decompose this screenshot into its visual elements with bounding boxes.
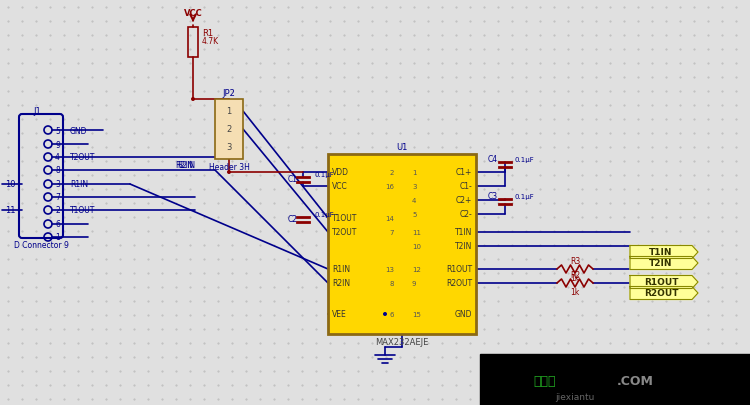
Text: 7: 7 (55, 193, 60, 202)
Text: VEE: VEE (332, 310, 346, 319)
Text: C3: C3 (488, 192, 498, 201)
Circle shape (383, 312, 387, 316)
Polygon shape (630, 276, 698, 289)
Text: R1IN: R1IN (70, 180, 88, 189)
Text: 3: 3 (55, 180, 60, 189)
Text: R2IN: R2IN (175, 161, 194, 170)
Text: 0.1μF: 0.1μF (315, 211, 334, 217)
Text: VCC: VCC (332, 182, 348, 191)
Text: C2+: C2+ (455, 196, 472, 205)
Text: T2IN: T2IN (650, 259, 673, 268)
Text: 2: 2 (226, 125, 232, 134)
Text: T1IN: T1IN (650, 248, 673, 257)
Text: jiexiantu: jiexiantu (555, 392, 595, 401)
Text: R3: R3 (570, 256, 580, 265)
Text: R2IN: R2IN (177, 161, 195, 170)
Text: R2OUT: R2OUT (446, 279, 472, 288)
Text: 12: 12 (412, 266, 421, 272)
Text: 1k: 1k (570, 274, 580, 283)
Text: 14: 14 (386, 215, 394, 222)
Polygon shape (630, 287, 698, 300)
Text: R2IN: R2IN (332, 279, 350, 288)
Text: T1OUT: T1OUT (70, 206, 95, 215)
Text: VCC: VCC (184, 9, 203, 17)
Text: 15: 15 (412, 311, 421, 317)
Polygon shape (480, 354, 750, 405)
Text: 1k: 1k (570, 288, 580, 297)
Text: 8: 8 (389, 280, 394, 286)
Text: 1: 1 (412, 170, 416, 175)
Text: R2OUT: R2OUT (644, 289, 678, 298)
Text: D Connector 9: D Connector 9 (13, 241, 68, 250)
Text: C2: C2 (288, 215, 298, 224)
Text: C1+: C1+ (455, 168, 472, 177)
Text: 捷线图: 捷线图 (534, 375, 556, 388)
Text: GND: GND (70, 126, 88, 135)
Text: T1IN: T1IN (454, 228, 472, 237)
Text: 4.7K: 4.7K (202, 37, 219, 47)
Text: U1: U1 (396, 142, 408, 151)
Text: 1: 1 (226, 107, 232, 116)
Text: 13: 13 (385, 266, 394, 272)
Text: 5: 5 (55, 126, 60, 135)
Text: J1: J1 (33, 106, 40, 115)
Bar (215, 100, 243, 160)
Text: 3: 3 (226, 143, 232, 152)
Text: 4: 4 (412, 198, 416, 203)
Text: 8: 8 (55, 166, 60, 175)
Text: C4: C4 (488, 155, 498, 164)
Polygon shape (630, 257, 698, 270)
Text: 3: 3 (412, 183, 416, 190)
Text: T2OUT: T2OUT (70, 153, 95, 162)
Text: .COM: .COM (616, 375, 653, 388)
Text: T1OUT: T1OUT (332, 214, 357, 223)
Text: 6: 6 (389, 311, 394, 317)
Text: C2-: C2- (459, 210, 472, 219)
Polygon shape (630, 246, 698, 259)
Text: R1IN: R1IN (332, 265, 350, 274)
Circle shape (191, 98, 195, 102)
Text: C1-: C1- (459, 182, 472, 191)
Text: R1OUT: R1OUT (644, 278, 678, 287)
Text: 9: 9 (412, 280, 416, 286)
Bar (328, 155, 476, 334)
Text: 5: 5 (412, 211, 416, 217)
Text: 2: 2 (55, 206, 60, 215)
Text: 1: 1 (55, 233, 60, 242)
Text: R1: R1 (202, 28, 213, 37)
Text: R1OUT: R1OUT (446, 265, 472, 274)
Text: 7: 7 (389, 230, 394, 235)
Text: 11: 11 (412, 230, 421, 235)
Text: T2OUT: T2OUT (332, 228, 357, 237)
Text: 16: 16 (385, 183, 394, 190)
Text: C1: C1 (288, 175, 298, 184)
Text: 4: 4 (55, 153, 60, 162)
Text: MAX232AEJE: MAX232AEJE (375, 338, 429, 347)
Text: VDD: VDD (332, 168, 349, 177)
Text: Header 3H: Header 3H (209, 163, 250, 172)
Text: T2IN: T2IN (454, 242, 472, 251)
Circle shape (227, 171, 231, 175)
Text: 10: 10 (412, 243, 421, 249)
Text: 0.1μF: 0.1μF (515, 194, 535, 200)
Text: 6: 6 (55, 220, 60, 229)
Bar (188, 28, 198, 58)
Text: 10: 10 (5, 180, 16, 189)
Text: 9: 9 (55, 140, 60, 149)
Text: R2: R2 (570, 270, 580, 279)
Text: 0.1μF: 0.1μF (315, 172, 334, 177)
Text: JP2: JP2 (223, 88, 236, 97)
Text: 0.1μF: 0.1μF (515, 157, 535, 162)
Text: 11: 11 (5, 206, 16, 215)
Text: GND: GND (454, 310, 472, 319)
Text: 2: 2 (390, 170, 394, 175)
